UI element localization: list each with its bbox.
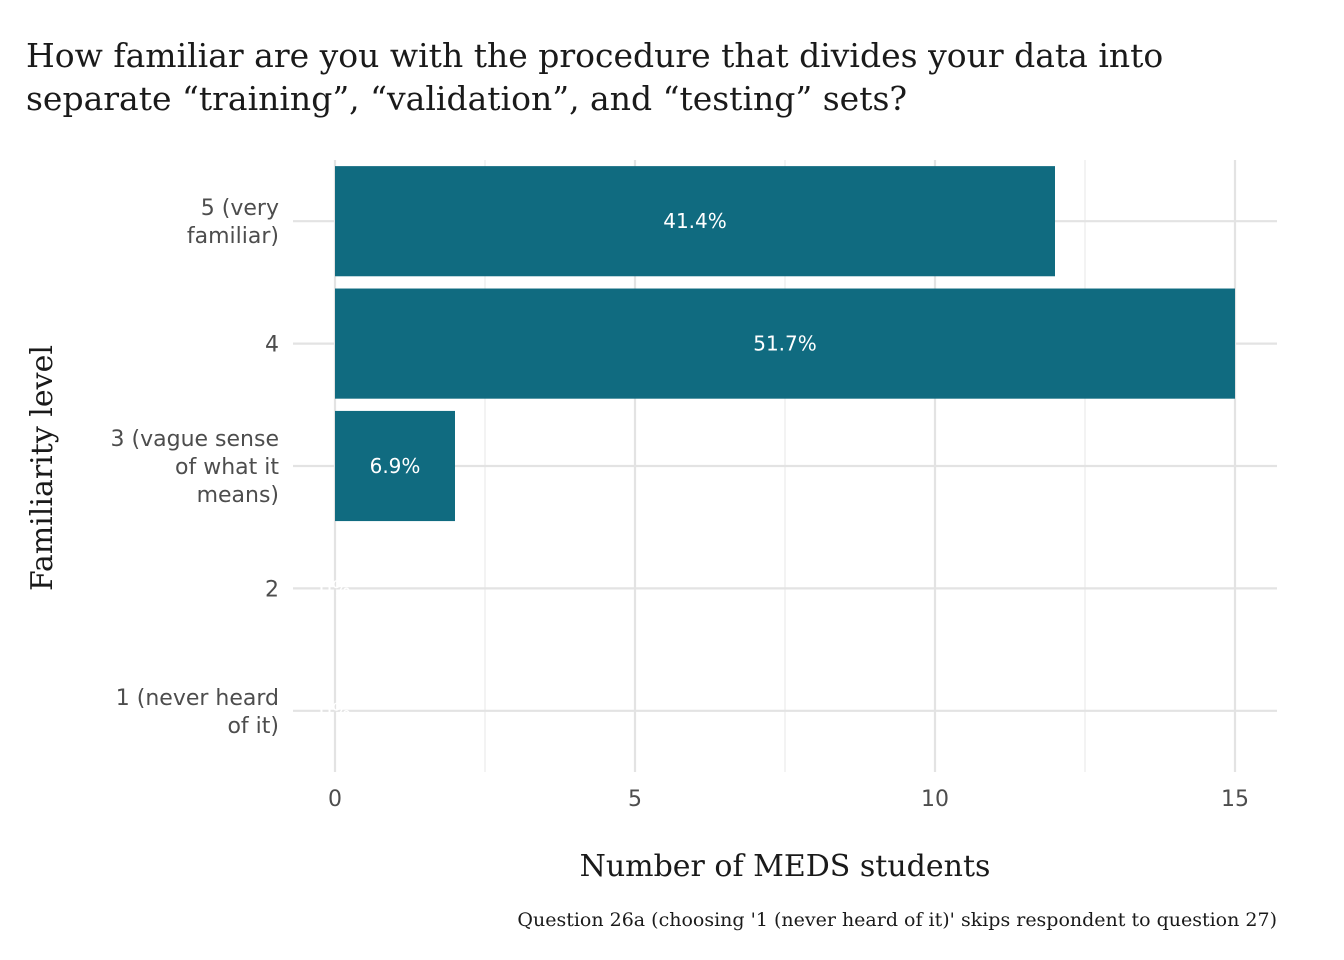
chart-caption: Question 26a (choosing '1 (never heard o… [517, 909, 1277, 931]
bar-data-label: 0% [319, 699, 351, 723]
chart-title-line-2: separate “training”, “validation”, and “… [26, 79, 908, 118]
x-axis-tick-labels: 0 5 10 15 [328, 787, 1249, 812]
bar-data-label: 41.4% [663, 209, 727, 233]
y-tick-label: of it) [227, 714, 279, 739]
y-axis-title: Familiarity level [25, 345, 60, 591]
x-axis-title: Number of MEDS students [580, 849, 991, 884]
bar-2 [335, 288, 1235, 399]
chart-title-line-1: How familiar are you with the procedure … [26, 36, 1164, 75]
y-tick-label: 5 (very [201, 196, 279, 221]
bars [335, 166, 1235, 522]
bar-data-labels: 41.4% 51.7% 6.9% 0% 0% [319, 209, 817, 723]
x-tick-label: 5 [628, 787, 642, 812]
y-tick-label: means) [197, 483, 279, 508]
y-axis-tick-labels: 5 (very familiar) 4 3 (vague sense of what i… [111, 196, 280, 739]
y-tick-label: familiar) [187, 224, 279, 249]
y-tick-label: 3 (vague sense [111, 427, 279, 452]
x-tick-label: 10 [921, 787, 949, 812]
y-tick-label: of what it [175, 455, 279, 480]
y-tick-label: 2 [265, 577, 279, 602]
bar-3 [335, 410, 455, 522]
chart-title: How familiar are you with the procedure … [26, 34, 1344, 120]
x-tick-label: 0 [328, 787, 342, 812]
bar-data-label: 6.9% [370, 454, 421, 478]
bar-1 [335, 166, 1055, 277]
bar-data-label: 0% [319, 576, 351, 600]
bar-data-label: 51.7% [753, 332, 817, 356]
x-tick-label: 15 [1221, 787, 1249, 812]
y-tick-label: 4 [265, 333, 279, 358]
y-tick-label: 1 (never heard [116, 686, 279, 711]
